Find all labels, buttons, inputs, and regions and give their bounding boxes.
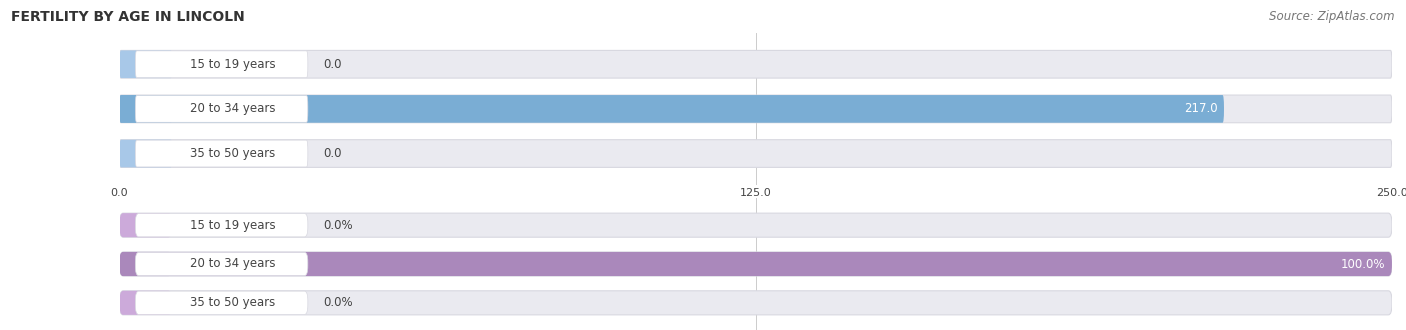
FancyBboxPatch shape [120,140,1392,167]
FancyBboxPatch shape [120,213,173,237]
FancyBboxPatch shape [135,140,308,167]
FancyBboxPatch shape [120,95,1225,123]
FancyBboxPatch shape [135,95,308,122]
FancyBboxPatch shape [135,214,308,237]
FancyBboxPatch shape [120,252,1392,276]
FancyBboxPatch shape [120,95,173,123]
Text: 15 to 19 years: 15 to 19 years [190,58,276,71]
Text: 20 to 34 years: 20 to 34 years [190,102,276,115]
FancyBboxPatch shape [120,95,1392,123]
Text: 0.0: 0.0 [323,147,342,160]
Text: 35 to 50 years: 35 to 50 years [190,296,276,309]
Text: 35 to 50 years: 35 to 50 years [190,147,276,160]
FancyBboxPatch shape [120,252,173,276]
Text: FERTILITY BY AGE IN LINCOLN: FERTILITY BY AGE IN LINCOLN [11,10,245,24]
FancyBboxPatch shape [135,252,308,276]
FancyBboxPatch shape [120,213,1392,237]
FancyBboxPatch shape [120,50,173,78]
FancyBboxPatch shape [135,51,308,78]
Text: 15 to 19 years: 15 to 19 years [190,219,276,232]
Text: 20 to 34 years: 20 to 34 years [190,257,276,271]
Text: Source: ZipAtlas.com: Source: ZipAtlas.com [1270,10,1395,23]
Text: 0.0%: 0.0% [323,219,353,232]
FancyBboxPatch shape [120,50,1392,78]
Text: 100.0%: 100.0% [1341,257,1385,271]
Text: 217.0: 217.0 [1184,102,1218,115]
FancyBboxPatch shape [135,291,308,314]
FancyBboxPatch shape [120,291,1392,315]
FancyBboxPatch shape [120,252,1392,276]
FancyBboxPatch shape [120,140,173,167]
Text: 0.0: 0.0 [323,58,342,71]
Text: 0.0%: 0.0% [323,296,353,309]
FancyBboxPatch shape [120,291,173,315]
